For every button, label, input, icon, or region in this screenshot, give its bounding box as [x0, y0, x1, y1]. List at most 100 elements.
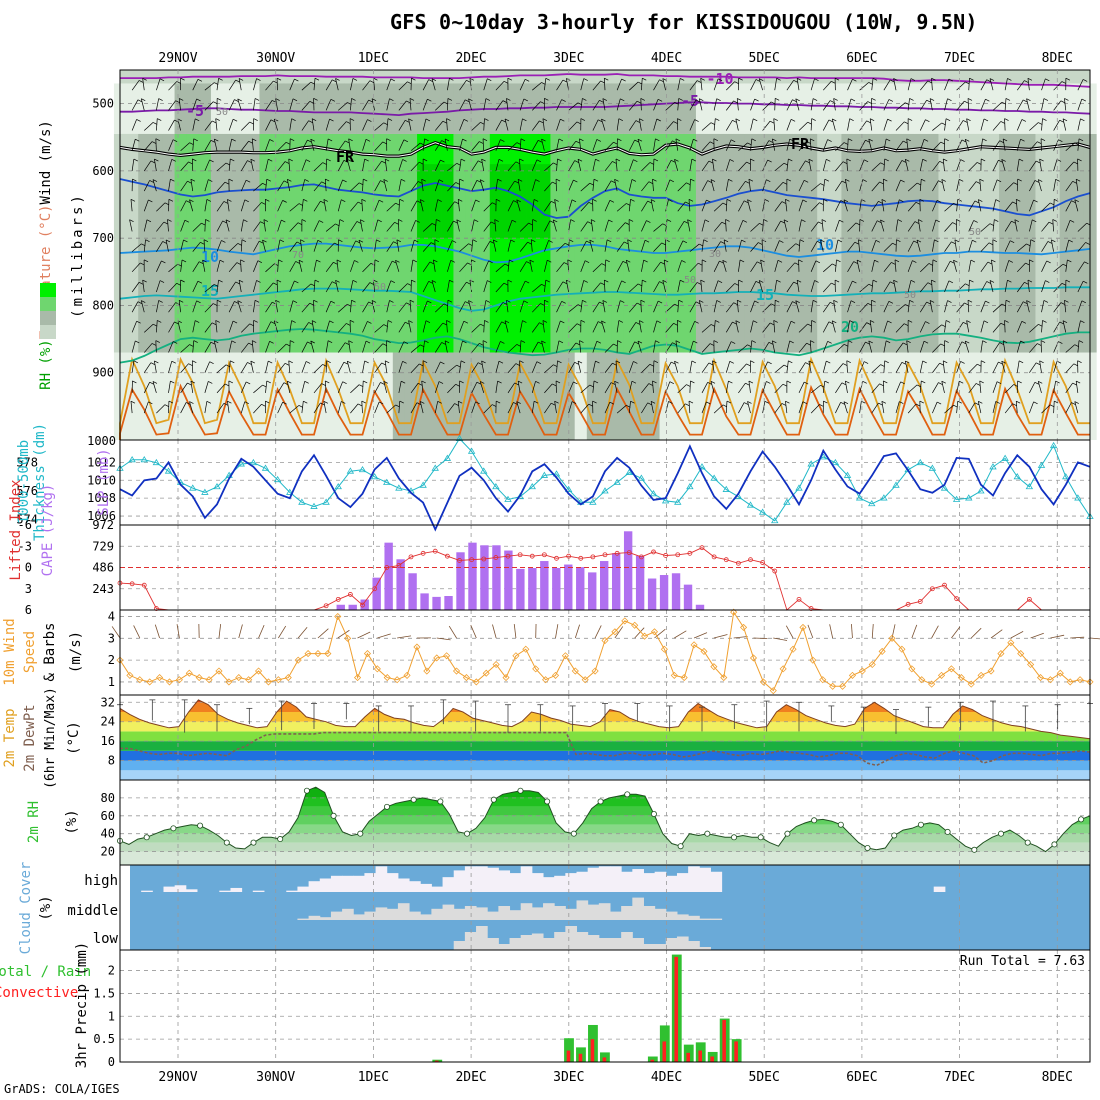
wind-barb — [446, 118, 448, 131]
wind-barb-flag — [443, 101, 449, 105]
wind-barb — [1053, 159, 1058, 172]
wind-barb — [531, 361, 538, 373]
wind-barb-flag — [364, 360, 369, 364]
wind-barb — [168, 179, 171, 192]
rh-upper — [465, 83, 479, 134]
wind-barb — [738, 161, 747, 172]
wind-barb-flag — [803, 381, 809, 385]
wind10m-point — [314, 650, 322, 658]
wind-barb-flag — [501, 119, 506, 123]
wind-barb — [277, 382, 285, 394]
wind-barb-flag — [288, 360, 293, 364]
wind-barb — [810, 300, 814, 313]
wind-barb — [701, 219, 706, 232]
lifted-index-point — [457, 558, 462, 563]
cloud-cell-low — [621, 932, 633, 950]
rh-upper — [404, 83, 418, 134]
wind-barb — [602, 98, 606, 111]
wind-barb — [1029, 199, 1034, 212]
wind-barb — [1077, 118, 1081, 131]
rh-lower — [1011, 352, 1024, 440]
wind-barb — [410, 363, 420, 373]
wind-barb — [289, 98, 294, 111]
wind-barb — [240, 342, 249, 353]
wind-barb-flag — [179, 98, 184, 101]
rh2m-point — [383, 803, 390, 810]
wind-barb-flag — [476, 381, 482, 385]
wind-barb — [738, 259, 741, 272]
wind-barb-flag — [500, 139, 505, 142]
wind-barb — [227, 401, 230, 414]
wind-barb — [444, 340, 448, 353]
wind-barb — [750, 261, 758, 273]
wind-barb — [859, 159, 865, 172]
wind-barb-flag — [771, 101, 776, 105]
wind-barb — [689, 159, 693, 171]
wind-barb-flag — [250, 360, 255, 364]
wind-barb-flag — [664, 259, 669, 263]
wind-barb — [350, 300, 352, 313]
wind-barb-flag — [480, 323, 485, 327]
rh-lower — [344, 352, 358, 440]
wind-barb-flag — [794, 262, 799, 266]
wind-barb — [786, 281, 794, 293]
wind10m-barb — [634, 627, 645, 639]
wind-barb — [374, 401, 380, 414]
wind-barb — [459, 99, 466, 111]
wind-barb-flag — [503, 282, 509, 286]
wind-barb — [847, 261, 854, 272]
wind-barb — [1002, 340, 1006, 353]
wind-barb-flag — [613, 343, 618, 347]
wind-barb-flag — [653, 360, 659, 364]
y-tick-label: 24 — [101, 715, 115, 729]
wind-barb-flag — [716, 98, 721, 101]
wind-barb-flag — [776, 78, 781, 81]
wind-barb-flag — [1085, 242, 1090, 245]
wind-barb — [216, 260, 221, 272]
wind-barb — [155, 138, 157, 151]
cloud-cell-middle — [621, 906, 633, 920]
cloud-unit: (%) — [38, 895, 54, 920]
wind-barb — [323, 401, 327, 414]
wind-barb — [628, 302, 638, 313]
wind-barb — [880, 219, 885, 232]
wind-barb — [277, 402, 283, 414]
wind-barb-flag — [796, 279, 802, 283]
wind10m-point — [987, 667, 995, 675]
wind-barb — [639, 320, 642, 333]
panel-frame — [119, 439, 1091, 526]
wind-barb — [216, 78, 219, 91]
wind-barb — [713, 118, 716, 131]
wind-barb-flag — [710, 324, 716, 327]
wind-barb — [180, 402, 187, 414]
wind-barb-flag — [247, 362, 252, 365]
wind-barb — [313, 220, 320, 232]
thickness-point — [710, 474, 718, 481]
cloud-cell-middle — [386, 908, 399, 920]
rh-column — [950, 133, 964, 353]
isotherm-label: FR — [336, 148, 355, 166]
wind10m-point — [393, 676, 401, 684]
rh2m-point — [677, 843, 684, 850]
wind-barb-flag — [313, 299, 318, 303]
wind-barb-flag — [890, 281, 895, 285]
wind-barb-flag — [136, 320, 141, 324]
wind-barb-flag — [611, 382, 616, 385]
wind-barb-flag — [287, 380, 292, 384]
wind-barb-flag — [244, 199, 249, 203]
wind-barb — [276, 279, 278, 293]
wind10m-barb — [674, 630, 687, 639]
wind-barb — [216, 364, 227, 373]
wind-barb — [131, 243, 142, 252]
wind-barb-flag — [383, 179, 388, 182]
lifted-index-point — [651, 549, 656, 555]
wind-barb-flag — [552, 383, 557, 387]
rh-upper — [756, 83, 770, 134]
lifted-index-point — [626, 550, 632, 556]
wind-barb — [168, 159, 173, 172]
wind-barb-flag — [164, 404, 170, 407]
wind-barb — [932, 161, 940, 172]
wind-barb — [822, 302, 831, 313]
cloud-cell-middle — [319, 917, 332, 920]
wind-barb — [980, 99, 986, 111]
